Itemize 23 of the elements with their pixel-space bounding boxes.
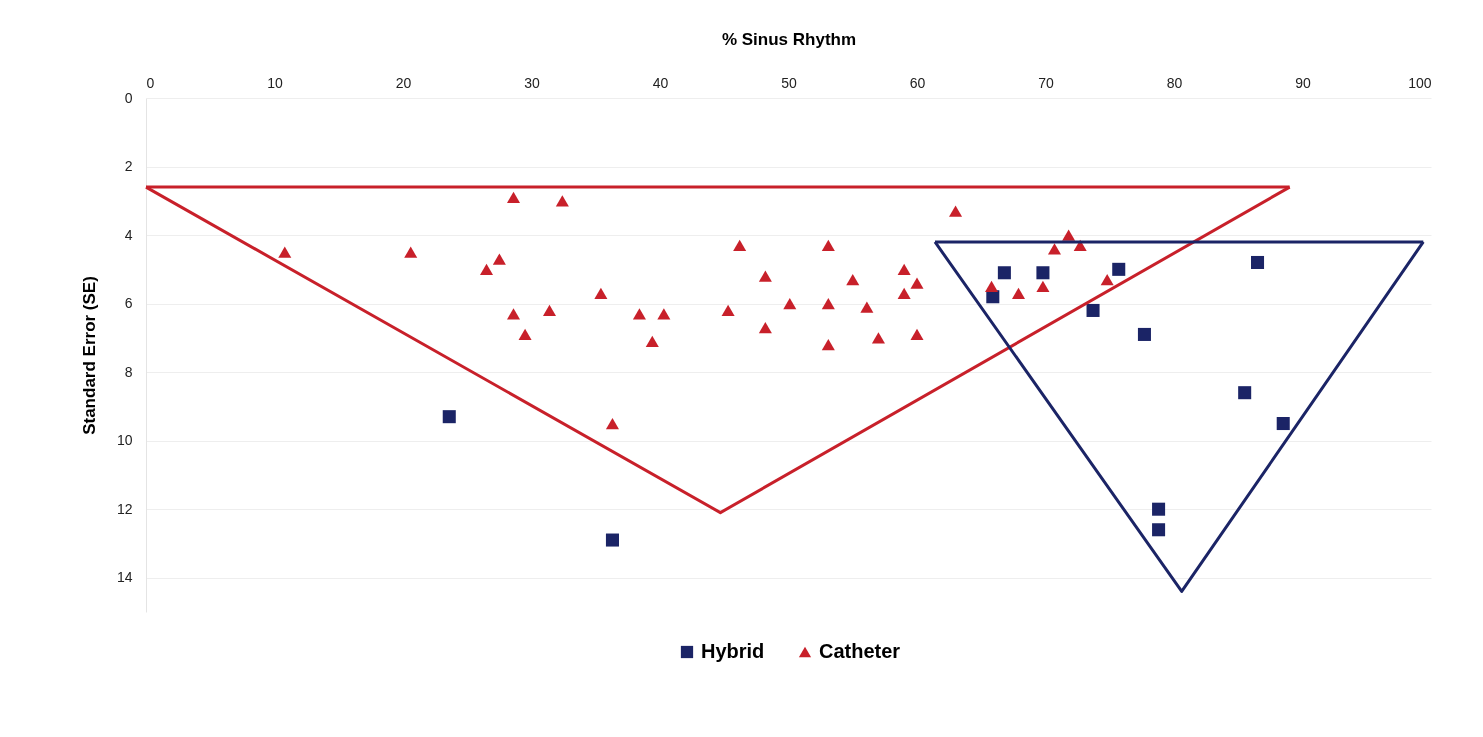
x-tick-label: 20 [395, 74, 412, 91]
x-tick-label: 80 [1166, 74, 1183, 91]
x-tick-label: 10 [267, 74, 283, 91]
x-tick-label: 50 [781, 74, 797, 91]
x-tick-label: 70 [1038, 74, 1054, 91]
x-tick-label: 90 [1295, 74, 1311, 91]
x-tick-label: 40 [652, 74, 669, 91]
y-tick-label: 14 [116, 569, 133, 586]
x-tick-label: 100 [1408, 74, 1432, 91]
x-tick-label: 60 [909, 74, 926, 91]
y-tick-label: 10 [116, 432, 133, 449]
y-tick-label: 2 [124, 158, 133, 175]
y-tick-label: 6 [124, 295, 133, 312]
x-tick-label: 0 [146, 74, 155, 91]
y-tick-label: 4 [124, 226, 133, 243]
x-tick-label: 30 [524, 74, 540, 91]
y-tick-label: 8 [124, 363, 133, 380]
y-axis-title: Standard Error (SE) [79, 276, 99, 435]
legend-label: Hybrid [701, 640, 765, 662]
y-tick-label: 0 [124, 89, 133, 106]
x-axis-title: % Sinus Rhythm [721, 29, 857, 49]
y-tick-label: 12 [116, 500, 133, 517]
legend-label: Catheter [819, 640, 901, 662]
